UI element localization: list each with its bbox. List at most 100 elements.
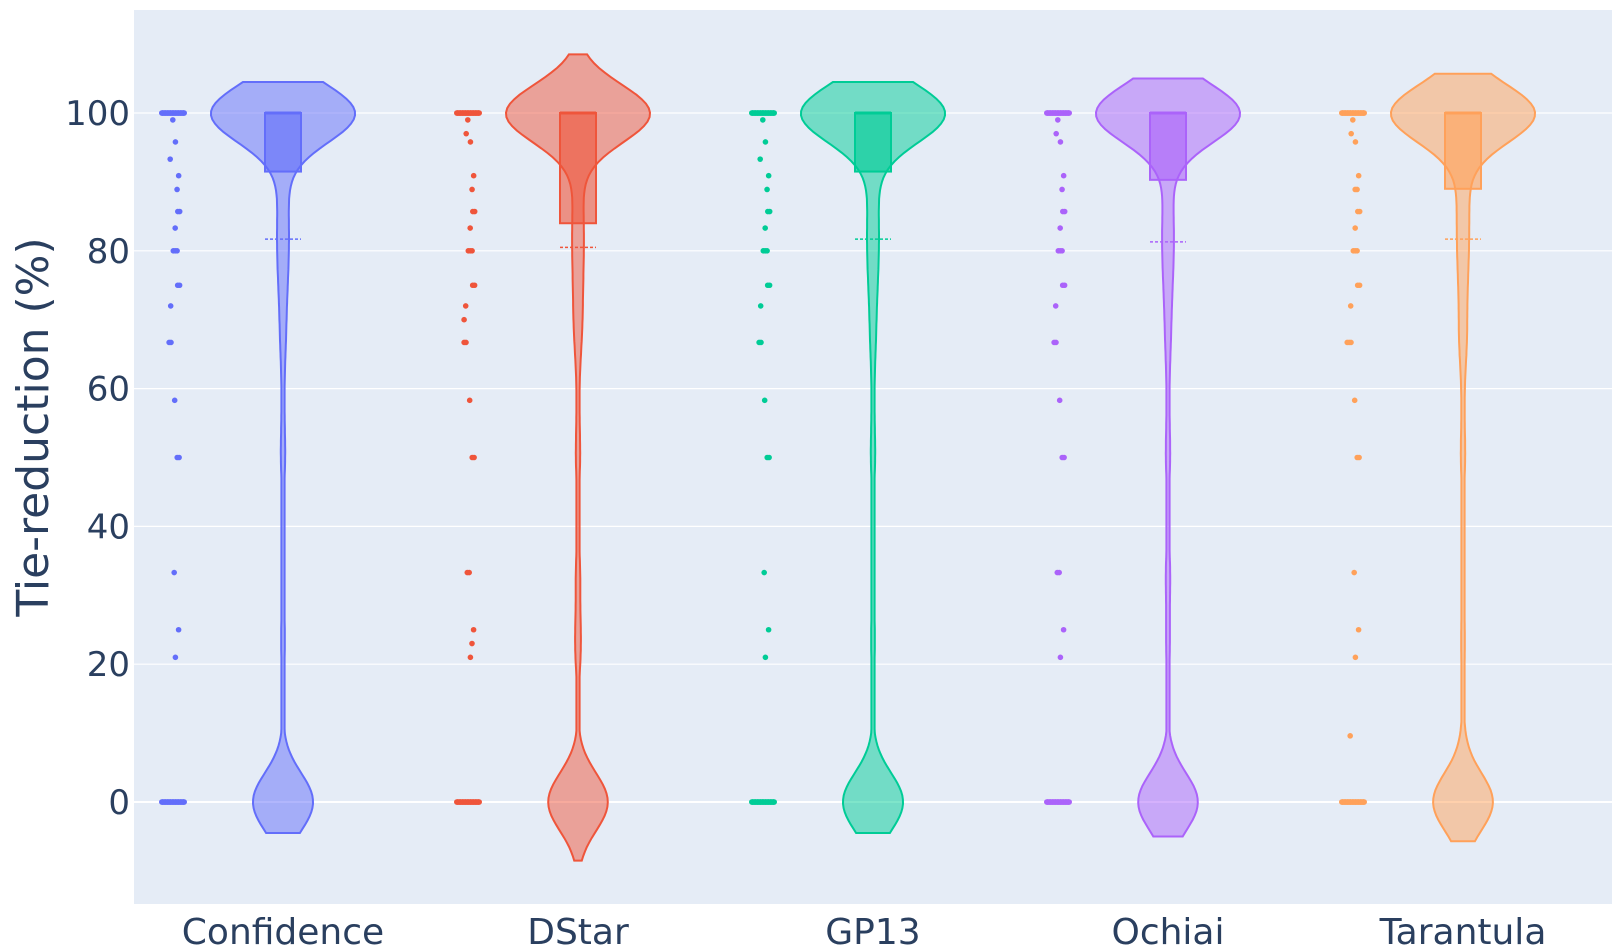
strip-point	[476, 799, 483, 805]
strip-point	[1352, 654, 1359, 661]
violin-group-dstar	[454, 53, 652, 862]
strip-point	[1059, 454, 1065, 461]
strip-point	[1355, 172, 1362, 179]
strip-point	[1351, 397, 1358, 404]
strip-point	[1350, 248, 1357, 254]
strip-point	[760, 117, 766, 123]
violin-box	[1444, 112, 1482, 190]
strip-point	[1054, 569, 1061, 576]
strip-point	[764, 282, 771, 289]
strip-point	[1352, 186, 1358, 193]
strip-point	[469, 186, 475, 193]
strip-point	[1053, 130, 1059, 137]
strip-point	[1344, 339, 1351, 346]
strip-point	[761, 397, 768, 404]
strip-point	[470, 172, 477, 179]
strip-point	[170, 117, 176, 123]
y-axis-title: Tie-reduction (%)	[8, 237, 59, 617]
strip-point	[756, 339, 762, 346]
y-tick-label: 60	[87, 370, 130, 410]
strip-point	[175, 208, 181, 215]
strip-point	[461, 339, 467, 346]
strip-point	[1361, 110, 1367, 116]
strip-point	[465, 117, 471, 123]
strip-point	[757, 156, 763, 162]
strip-point	[760, 248, 767, 254]
strip-point	[166, 339, 172, 346]
strip-point	[1361, 799, 1367, 805]
strip-point	[469, 454, 476, 461]
strip-point	[1347, 303, 1354, 309]
strip-point	[174, 282, 181, 289]
strip-point	[461, 316, 467, 323]
strip-point	[467, 225, 473, 231]
strip-point	[761, 569, 767, 576]
strip-point	[171, 569, 177, 576]
violin-group-confidence	[159, 81, 357, 834]
strip-point	[172, 654, 179, 661]
strip-point	[1060, 208, 1066, 215]
strip-point	[765, 208, 771, 215]
violin-group-gp13	[749, 81, 947, 834]
strip-point	[174, 186, 180, 193]
x-axis: Confidence DStar GP13 Ochiai Tarantula	[182, 912, 1547, 952]
y-tick-label: 100	[65, 94, 130, 134]
strip-point	[175, 172, 182, 179]
strip-point	[1347, 733, 1353, 739]
strip-point	[1348, 130, 1354, 137]
strip-point	[765, 626, 772, 633]
strip-point	[470, 208, 476, 215]
strip-point	[467, 654, 474, 661]
y-axis: 0 20 40 60 80 100	[65, 94, 130, 823]
strip-point	[1355, 208, 1361, 215]
strip-point	[170, 248, 177, 254]
strip-point	[1057, 654, 1064, 661]
strip-point	[762, 139, 769, 145]
strip-point	[1352, 225, 1358, 231]
y-tick-label: 40	[87, 507, 130, 547]
strip-point	[1056, 397, 1063, 404]
strip-point	[1057, 225, 1063, 231]
strip-point	[1060, 626, 1067, 633]
strip-point	[469, 640, 475, 647]
strip-point	[466, 397, 473, 404]
strip-point	[1055, 117, 1061, 123]
strip-point	[172, 225, 178, 231]
strip-point	[1066, 799, 1072, 805]
strip-point	[476, 110, 483, 116]
x-tick-label: GP13	[825, 912, 920, 947]
violin-group-tarantula	[1339, 72, 1537, 843]
strip-point	[1354, 282, 1361, 289]
violin-body	[209, 81, 357, 834]
strip-point	[1051, 339, 1057, 346]
strip-point	[1059, 186, 1065, 193]
strip-point	[1060, 172, 1067, 179]
strip-point	[172, 139, 179, 145]
violin-group-ochiai	[1044, 77, 1242, 838]
strip-point	[764, 454, 770, 461]
violin-box	[264, 112, 302, 173]
violin-box	[1149, 112, 1187, 181]
strip-point	[1052, 303, 1059, 309]
strip-point	[1354, 454, 1360, 461]
strip-point	[1352, 139, 1359, 145]
y-tick-label: 20	[87, 645, 130, 685]
strip-point	[463, 130, 470, 137]
strip-point	[757, 303, 764, 309]
strip-point	[175, 626, 182, 633]
strip-point	[167, 303, 174, 309]
x-tick-label: DStar	[527, 912, 629, 947]
strip-point	[181, 110, 187, 116]
violin-body	[1389, 72, 1537, 843]
strip-point	[765, 172, 772, 179]
y-tick-label: 80	[87, 232, 130, 272]
strip-point	[762, 225, 768, 231]
strip-point	[469, 282, 476, 289]
strip-point	[1055, 248, 1062, 254]
chart-marks	[159, 53, 1537, 862]
strip-point	[1350, 117, 1356, 123]
strip-point	[464, 569, 471, 576]
strip-point	[771, 110, 777, 116]
